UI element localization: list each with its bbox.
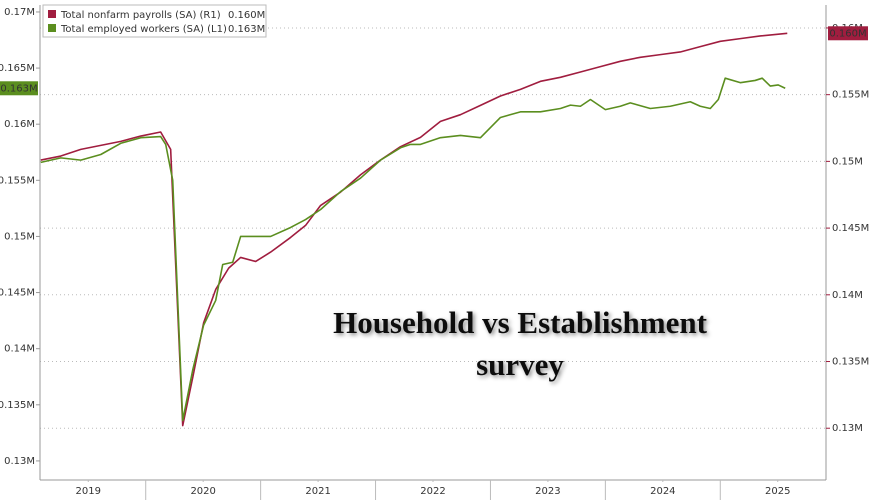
last-value-flag [828, 26, 868, 41]
x-tick-label: 2020 [190, 486, 215, 497]
lines-layer [40, 32, 788, 427]
x-tick-label: 2023 [535, 486, 560, 497]
y-tick-label: 0.16M [4, 119, 35, 130]
y2-tick-label: 0.155M [832, 90, 869, 101]
y2-tick-label: 0.14M [832, 290, 863, 301]
y-tick-label: 0.14M [4, 344, 35, 355]
y-tick-label: 0.13M [4, 456, 35, 467]
x-tick-label: 2021 [305, 486, 330, 497]
series-line [40, 32, 788, 427]
flags-layer: 0.160M 0.163M [0, 26, 868, 96]
y-tick-label: 0.15M [4, 231, 35, 242]
y-tick-label: 0.145M [0, 288, 35, 299]
legend-label: Total nonfarm payrolls (SA) (R1) [60, 10, 221, 21]
legend-label: Total employed workers (SA) (L1) [60, 24, 227, 35]
x-tick-label: 2024 [650, 486, 675, 497]
y-tick-label: 0.135M [0, 400, 35, 411]
x-tick-label: 2022 [420, 486, 445, 497]
legend-swatch [48, 24, 56, 32]
x-tick-label: 2019 [76, 486, 101, 497]
annotation: Household vs Establishment survey [333, 305, 707, 382]
y2-tick-label: 0.13M [832, 423, 863, 434]
y2-tick-label: 0.15M [832, 156, 863, 167]
legend: Total nonfarm payrolls (SA) (R1) 0.160M … [42, 4, 267, 38]
y2-tick-label: 0.135M [832, 357, 869, 368]
y-tick-label: 0.17M [4, 7, 35, 18]
ticks-layer: 0.13M 0.135M 0.14M 0.145M 0.15M 0.155M 0.16M 0.… [0, 7, 869, 500]
series-line [40, 77, 786, 422]
x-tick-label: 2025 [765, 486, 790, 497]
legend-value: 0.163M [228, 24, 265, 35]
annotation-line: survey [476, 347, 564, 382]
legend-box [42, 4, 267, 38]
grid-layer [40, 27, 826, 429]
legend-swatch [48, 10, 56, 18]
y2-tick-label: 0.145M [832, 223, 869, 234]
y-tick-label: 0.165M [0, 63, 35, 74]
last-value-flag [0, 81, 38, 96]
y-tick-label: 0.155M [0, 175, 35, 186]
annotation-line: Household vs Establishment [333, 305, 707, 340]
last-value-label: 0.160M [829, 28, 866, 39]
legend-value: 0.160M [228, 10, 265, 21]
last-value-label: 0.163M [0, 83, 37, 94]
